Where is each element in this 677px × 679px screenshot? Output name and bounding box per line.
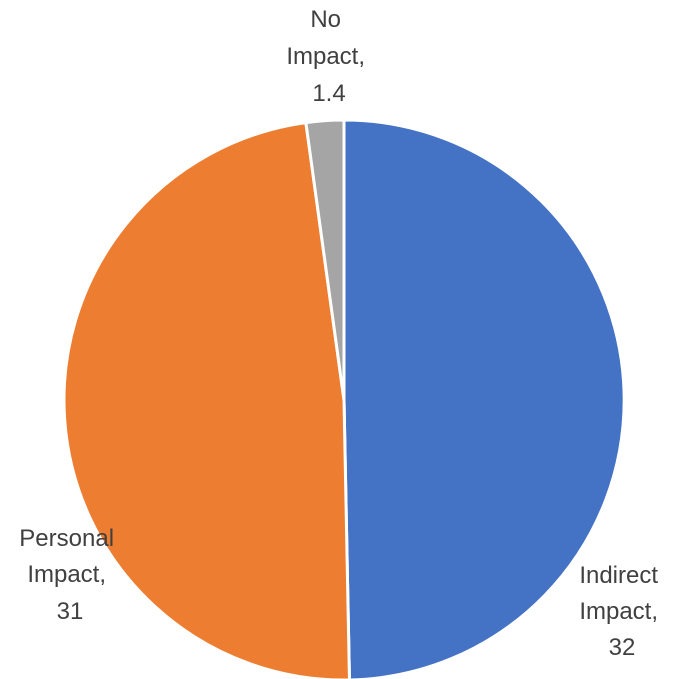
pie-slices	[62, 118, 626, 679]
slice-indirect-impact	[342, 118, 626, 679]
label-personal-impact: Personal Impact, 31	[19, 525, 120, 625]
pie-labels: Indirect Impact, 32 Personal Impact, 31 …	[19, 6, 664, 661]
label-no-impact: No Impact, 1.4	[286, 6, 371, 107]
label-indirect-impact: Indirect Impact, 32	[579, 562, 664, 661]
slice-personal-impact	[62, 121, 351, 679]
slice-no-impact	[304, 118, 346, 402]
